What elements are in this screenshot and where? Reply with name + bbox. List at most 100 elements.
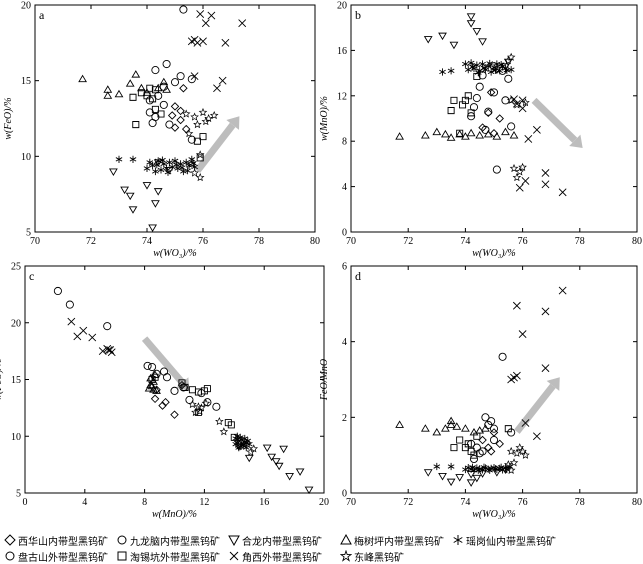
point-jiaoxi [238,19,247,28]
point-meishuping [481,424,490,432]
point-yaogangxian [480,64,488,72]
y-tick-label: 2 [342,413,347,424]
diamond-icon [4,534,16,546]
point-pangushan [504,425,512,433]
point-helong [142,182,152,190]
legend-label-taoxikeng: 淘锡坑外带型黑钨矿 [130,552,220,564]
series-helong [234,443,314,495]
point-dongfeng [509,163,519,173]
point-meishuping [446,133,456,141]
x-tick-label: 72 [403,236,413,247]
point-meishuping [466,128,476,137]
point-yaogangxian [486,59,494,68]
point-yaogangxian [232,440,240,448]
x-icon [229,551,239,561]
series-dongfeng [504,52,530,182]
point-dongfeng [190,168,199,177]
point-helong [449,41,459,50]
point-jiaoxi [510,373,518,382]
series-yaogangxian [439,59,515,77]
series-jiaoxi [67,317,116,357]
point-jiaoxi [201,19,210,28]
asterisk-icon [453,535,463,545]
point-yaogangxian [469,63,476,71]
point-yaogangxian [497,463,505,471]
point-xihuashan [484,108,493,118]
point-yaogangxian [447,67,455,75]
point-jiaoxi [88,333,97,342]
point-pangushan [157,110,165,118]
x-tick-label: 80 [632,236,642,247]
point-xihuashan [158,401,167,410]
point-jiulongnao [170,78,180,87]
legend-label-meishuping: 梅树坪内带型黑钨矿 [354,536,444,548]
point-jiaoxi [512,99,521,108]
point-dongfeng [504,56,513,65]
point-pangushan [450,444,458,452]
point-yaogangxian [143,164,151,173]
point-meishuping [395,420,405,428]
point-yaogangxian [479,60,486,68]
point-dongfeng [215,416,224,426]
point-dongfeng [197,403,206,412]
point-dongfeng [249,444,259,453]
point-jiulongnao [489,435,499,445]
point-pangushan [456,436,464,444]
point-pangushan [461,96,469,104]
point-yaogangxian [433,462,441,471]
circle-icon [5,551,15,561]
point-xihuashan [150,394,160,404]
point-yaogangxian [146,158,154,166]
point-dongfeng [512,173,522,182]
point-helong [295,468,305,476]
point-xihuashan [486,447,496,456]
point-dongfeng [504,460,513,469]
point-helong [466,13,476,21]
point-jiaoxi [541,364,550,373]
point-meishuping [103,91,113,99]
legend-label-dongfeng: 东峰黑钨矿 [354,552,404,564]
point-jiulongnao [179,383,188,392]
point-helong [120,186,129,195]
series-meishuping [395,416,490,436]
point-dongfeng [195,173,205,182]
series-pangushan [129,84,207,162]
point-jiaoxi [190,35,199,44]
point-yaogangxian [160,160,168,168]
panel-c: 0 4 8 12 16 20 5 10 15 20 25 w(MnO)/% w(FeO)/% c [0,262,329,521]
y-tick-label: 0 [342,228,347,239]
point-jiaoxi [541,169,550,177]
x-tick-label: 78 [575,236,585,247]
point-jiulongnao [489,424,499,433]
y-axis-label: w(MnO)/% [319,96,330,141]
point-helong [455,474,465,482]
y-tick-label: 20 [11,318,21,329]
point-jiaoxi [199,37,207,46]
point-dongfeng [195,150,205,159]
series-jiaoxi [510,95,567,197]
x-tick-label: 76 [518,497,528,508]
point-jiulongnao [170,386,179,395]
legend: 西华山内带型黑钨矿 九龙脑内带型黑钨矿 合龙内带型黑钨矿 梅树坪内带型黑钨矿 瑶… [0,530,643,564]
series-pangushan [450,425,512,459]
point-pangushan [196,154,204,162]
point-jiulongnao [492,165,501,174]
point-yaogangxian [188,155,196,163]
point-dongfeng [506,465,516,474]
trend-arrow-shaft [531,97,578,143]
point-helong [438,473,447,481]
point-yaogangxian [173,161,180,169]
point-xihuashan [167,111,177,120]
point-jiulongnao [475,449,484,458]
x-tick-label: 76 [198,236,208,247]
x-tick-label: 8 [142,497,147,508]
point-jiulongnao [472,94,481,103]
point-yaogangxian [157,166,165,174]
point-yaogangxian [462,60,469,68]
point-meishuping [152,386,161,394]
legend-item-xihuashan: 西华山内带型黑钨矿 [4,532,112,548]
point-yaogangxian [178,164,186,172]
point-meishuping [432,127,442,136]
point-yaogangxian [486,466,494,474]
